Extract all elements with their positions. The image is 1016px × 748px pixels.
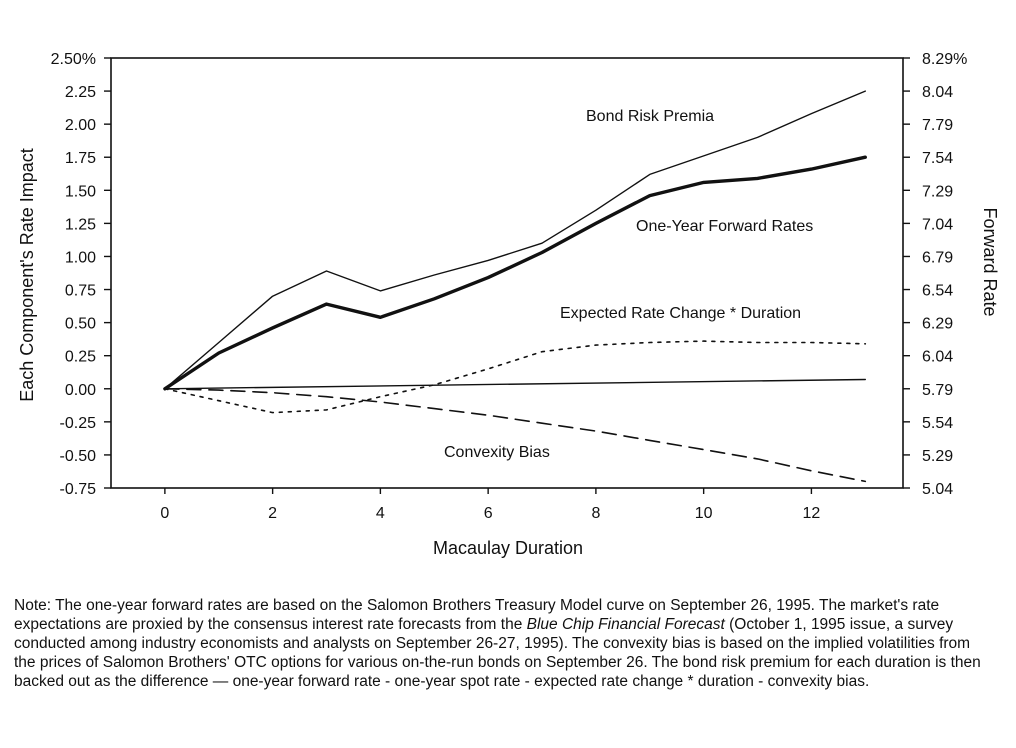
right-tick-label: 6.79 [922,249,953,266]
right-tick-label: 7.04 [922,216,953,233]
x-tick-label: 10 [695,505,713,522]
note-text-2: (October 1, 1995 issue, a survey conduct… [14,616,981,690]
right-tick-label: 5.79 [922,382,953,399]
x-tick-label: 8 [591,505,600,522]
left-tick-label: -0.25 [60,415,97,432]
right-tick-label: 7.54 [922,150,953,167]
series-line-convexity-bias [164,387,867,483]
right-tick-label: 5.29 [922,448,953,465]
left-tick-label: 1.25 [65,216,96,233]
chart: 2.50% 2.25 2.00 1.75 1.50 1.25 1.00 0.75 0.50 0.2… [17,51,1000,558]
series-layer [163,90,867,483]
right-tick-label: 8.29% [922,51,967,68]
left-tick-label: -0.50 [60,448,97,465]
left-tick-label: 0.25 [65,349,96,366]
x-tick-label: 0 [160,505,169,522]
x-tick-label: 4 [376,505,385,522]
right-axis: 8.29% 8.04 7.79 7.54 7.29 7.04 6.79 6.54 6.29 6.0… [903,51,967,498]
note-text-1: Note: The one-year forward rates are bas… [14,597,940,633]
chart-note: Note: The one-year forward rates are bas… [14,596,989,691]
left-tick-label: 1.00 [65,249,96,266]
series-line-one-year-forward-rates [163,155,867,391]
series-line-bond-risk-premia [164,90,866,390]
left-tick-label: 2.50% [51,51,96,68]
annotation-convexity-bias: Convexity Bias [444,444,550,461]
left-tick-label: 0.75 [65,283,96,300]
left-tick-label: 0.00 [65,382,96,399]
plot-frame [110,57,904,489]
left-axis: 2.50% 2.25 2.00 1.75 1.50 1.25 1.00 0.75 0.50 0.2… [51,51,111,498]
annotation-one-year-forward-rates: One-Year Forward Rates [636,218,813,235]
right-tick-label: 6.29 [922,316,953,333]
series-line-zero-reference [164,378,866,390]
right-axis-title: Forward Rate [980,207,1000,316]
x-tick-label: 6 [484,505,493,522]
right-tick-label: 6.04 [922,349,953,366]
x-tick-label: 2 [268,505,277,522]
left-tick-label: 1.50 [65,183,96,200]
right-tick-label: 5.54 [922,415,953,432]
left-tick-label: 2.25 [65,84,96,101]
x-axis-title: Macaulay Duration [433,538,583,558]
x-tick-label: 12 [803,505,821,522]
series-line-expected-rate-change-duration [164,340,867,414]
right-tick-label: 8.04 [922,84,953,101]
left-tick-label: -0.75 [60,481,97,498]
left-tick-label: 0.50 [65,316,96,333]
left-axis-title: Each Component's Rate Impact [17,148,37,402]
annotation-layer: Bond Risk Premia One-Year Forward Rates … [444,108,813,461]
left-tick-label: 1.75 [65,150,96,167]
left-tick-label: 2.00 [65,117,96,134]
annotation-expected-rate-change: Expected Rate Change * Duration [560,305,801,322]
right-tick-label: 5.04 [922,481,953,498]
right-tick-label: 7.79 [922,117,953,134]
note-italic-title: Blue Chip Financial Forecast [526,616,725,633]
x-axis: 0 2 4 6 8 10 12 [160,488,820,522]
right-tick-label: 7.29 [922,183,953,200]
annotation-bond-risk-premia: Bond Risk Premia [586,108,714,125]
right-tick-label: 6.54 [922,283,953,300]
